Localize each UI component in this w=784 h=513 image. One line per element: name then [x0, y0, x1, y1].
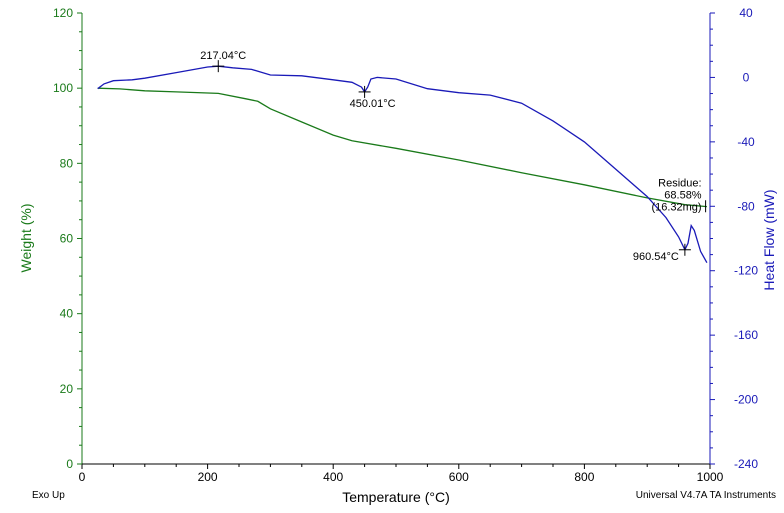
x-tick-label: 0 [79, 470, 86, 484]
x-tick-label: 800 [574, 470, 594, 484]
y-right-tick-label: -40 [737, 135, 755, 149]
exo-up-label: Exo Up [32, 490, 65, 501]
y-right-tick-label: -80 [737, 199, 755, 213]
x-tick-label: 1000 [697, 470, 724, 484]
heat-flow-curve [97, 65, 708, 264]
y-left-tick-label: 0 [66, 457, 73, 471]
y-left-tick-label: 60 [60, 232, 74, 246]
y-right-tick-label: -120 [734, 264, 758, 278]
instrument-label: Universal V4.7A TA Instruments [635, 490, 776, 501]
y-right-axis-title: Heat Flow (mW) [761, 189, 777, 290]
axes: 0 200 400 600 800 1000020406080100120-240-200… [53, 6, 758, 484]
weight-curve [97, 87, 707, 208]
residue-percent: 68.58% [664, 189, 702, 201]
y-right-tick-label: -160 [734, 328, 758, 342]
annotations-layer: 217.04°C 450.01°C 960.54°C Residue:68.58%(1… [200, 50, 707, 263]
peak-label-217: 217.04°C [200, 50, 246, 62]
residue-label: Residue: [658, 177, 701, 189]
series-layer [97, 65, 708, 264]
y-right-tick-label: -240 [734, 457, 758, 471]
dip-label-450: 450.01°C [350, 98, 396, 110]
y-left-tick-label: 100 [53, 81, 73, 95]
y-left-axis-title: Weight (%) [18, 204, 34, 273]
x-tick-label: 600 [449, 470, 469, 484]
y-right-tick-label: 0 [743, 70, 750, 84]
dip-label-960: 960.54°C [633, 251, 679, 263]
y-right-tick-label: 40 [739, 6, 753, 20]
y-left-tick-label: 80 [60, 156, 74, 170]
x-tick-label: 400 [323, 470, 343, 484]
y-left-tick-label: 40 [60, 307, 74, 321]
y-left-tick-label: 20 [60, 382, 74, 396]
residue-mass: (16.32mg) [651, 201, 701, 213]
y-left-tick-label: 120 [53, 6, 73, 20]
y-right-tick-label: -200 [734, 393, 758, 407]
x-axis-title: Temperature (°C) [342, 489, 450, 505]
x-tick-label: 200 [198, 470, 218, 484]
